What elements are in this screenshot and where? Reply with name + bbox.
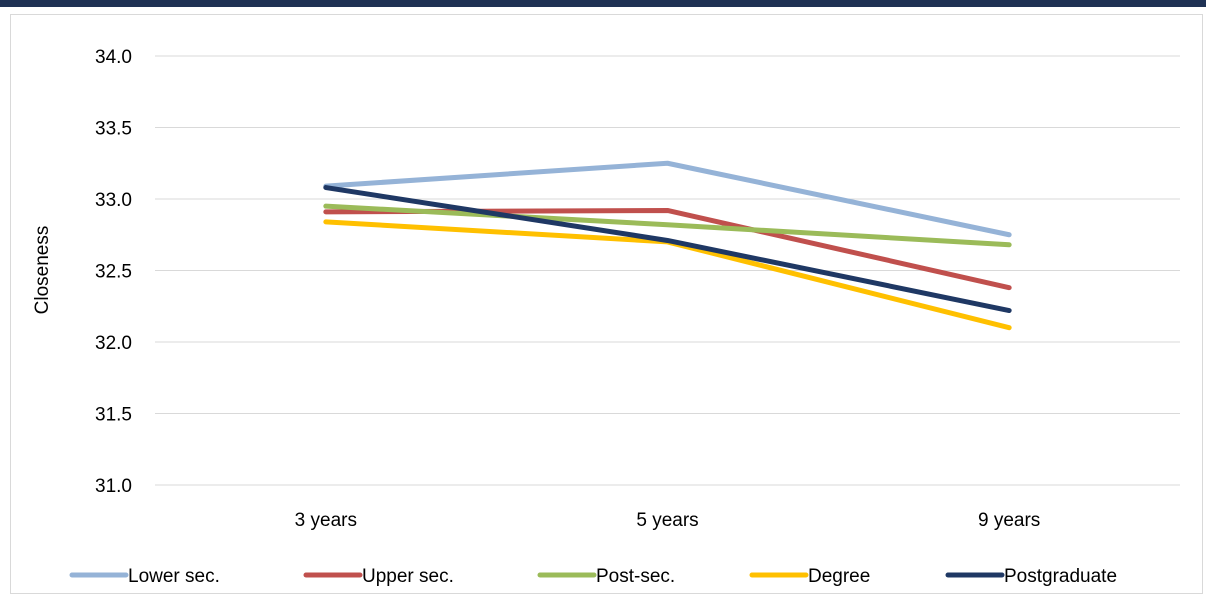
- legend-label: Lower sec.: [128, 566, 220, 587]
- y-tick-label: 33.0: [95, 190, 132, 211]
- series-lines: [323, 160, 1012, 331]
- legend-label: Postgraduate: [1004, 566, 1117, 587]
- x-tick-label: 3 years: [295, 510, 357, 531]
- legend-label: Degree: [808, 566, 870, 587]
- x-tick-label: 5 years: [636, 510, 698, 531]
- series-line-4: [323, 185, 1012, 314]
- y-tick-label: 31.5: [95, 405, 132, 426]
- top-rule: [0, 0, 1206, 7]
- series-line-2: [323, 203, 1012, 248]
- y-tick-label: 34.0: [95, 47, 132, 68]
- series-line-0: [323, 160, 1012, 238]
- chart-border: [10, 14, 1203, 594]
- y-axis-title: Closeness: [32, 226, 53, 315]
- y-tick-label: 32.5: [95, 262, 132, 283]
- legend-label: Upper sec.: [362, 566, 454, 587]
- series-line-1: [323, 207, 1012, 291]
- x-axis-tick-labels: 3 years 5 years 9 years: [295, 510, 1041, 531]
- y-tick-label: 33.5: [95, 119, 132, 140]
- legend: Lower sec. Upper sec. Post-sec. Degree Postg…: [69, 566, 1117, 587]
- x-tick-label: 9 years: [978, 510, 1040, 531]
- y-tick-label: 31.0: [95, 476, 132, 497]
- y-tick-label: 32.0: [95, 333, 132, 354]
- legend-label: Post-sec.: [596, 566, 675, 587]
- y-axis-tick-labels: 31.0 31.5 32.0 32.5 33.0 33.5 34.0: [95, 47, 132, 497]
- gridlines: [155, 55, 1180, 486]
